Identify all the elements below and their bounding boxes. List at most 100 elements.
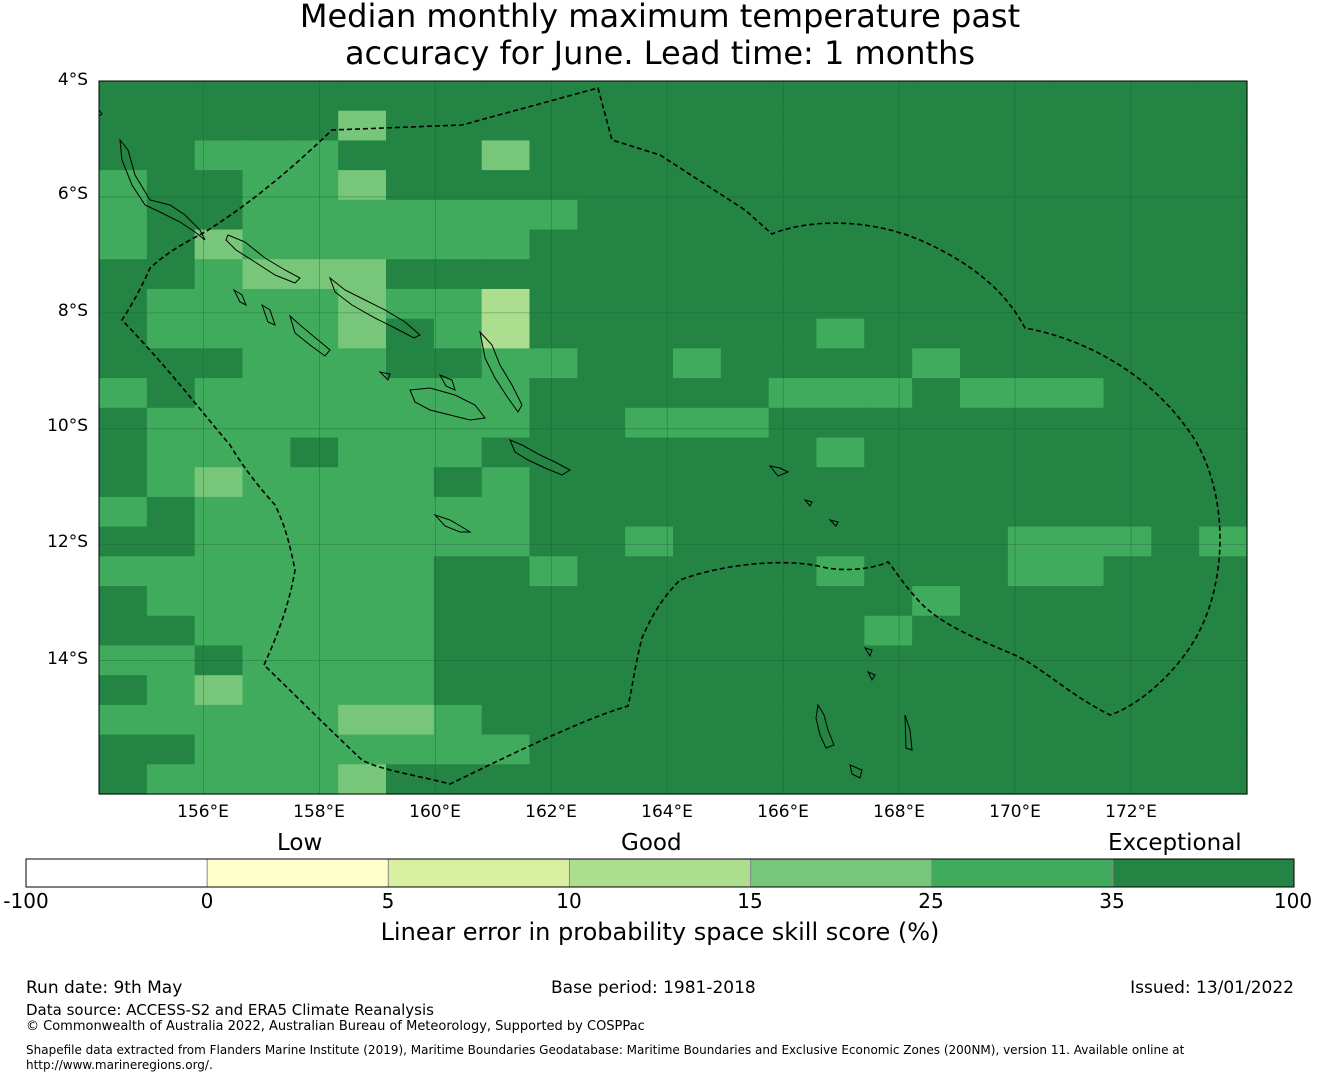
skill-cell — [1055, 288, 1105, 320]
skill-cell — [194, 586, 244, 617]
skill-cell — [625, 437, 674, 468]
skill-cell — [720, 704, 770, 736]
skill-cell — [290, 467, 339, 498]
skill-cell — [290, 496, 339, 528]
skill-cell — [290, 407, 339, 439]
skill-cell — [912, 467, 961, 498]
shapefile-credit: Shapefile data extracted from Flanders M… — [26, 1043, 1185, 1057]
skill-cell — [242, 407, 291, 439]
skill-cell — [816, 199, 865, 231]
skill-cell — [577, 467, 626, 498]
skill-cell — [673, 110, 722, 142]
skill-cell — [290, 675, 339, 706]
skill-cell — [960, 229, 1009, 260]
skill-cell — [338, 199, 387, 231]
skill-cell — [864, 526, 913, 557]
skill-cell — [529, 229, 578, 260]
skill-cell — [816, 437, 865, 468]
skill-cell — [720, 407, 770, 439]
skill-cell — [625, 378, 674, 409]
skill-cell — [290, 288, 339, 320]
skill-cell — [816, 556, 865, 587]
skill-cell — [768, 586, 818, 617]
skill-cell — [338, 734, 387, 765]
skill-cell — [242, 378, 291, 409]
island-outline — [438, 373, 456, 391]
skill-cell — [1199, 407, 1248, 439]
skill-cell — [99, 437, 148, 468]
skill-cell — [1151, 496, 1200, 528]
skill-cell — [816, 526, 865, 557]
skill-cell — [338, 259, 387, 290]
skill-cell — [577, 675, 626, 706]
skill-cell — [720, 170, 770, 201]
skill-cell — [960, 378, 1009, 409]
skill-cell — [864, 407, 913, 439]
skill-cell — [816, 81, 865, 112]
skill-cell — [146, 586, 196, 617]
skill-cell — [720, 467, 770, 498]
skill-cell — [481, 259, 531, 290]
skill-cell — [433, 704, 483, 736]
skill-cell — [290, 140, 339, 171]
skill-cell — [1151, 81, 1200, 112]
skill-cell — [1103, 615, 1152, 647]
colorbar — [25, 858, 1295, 888]
skill-cell — [194, 348, 244, 379]
skill-cell — [768, 229, 818, 260]
skill-cell — [960, 348, 1009, 379]
skill-cell — [864, 734, 913, 765]
skill-cell — [1151, 764, 1200, 795]
skill-cell — [625, 764, 674, 795]
skill-cell — [386, 764, 435, 795]
skill-cell — [338, 526, 387, 557]
skill-cell — [1055, 110, 1105, 142]
skill-cell — [338, 615, 387, 647]
island-outline — [409, 387, 486, 421]
skill-cell — [912, 229, 961, 260]
skill-cell — [290, 437, 339, 468]
skill-cell — [673, 675, 722, 706]
skill-cell — [1103, 229, 1152, 260]
skill-cell — [720, 556, 770, 587]
copyright: © Commonwealth of Australia 2022, Austra… — [26, 1019, 645, 1034]
island-outline — [289, 314, 331, 357]
data-source: Data source: ACCESS-S2 and ERA5 Climate … — [26, 1001, 434, 1019]
skill-cell — [1199, 318, 1248, 349]
skill-cell — [1007, 556, 1057, 587]
skill-cell — [1055, 764, 1105, 795]
island-outline — [768, 465, 790, 477]
skill-cell — [194, 81, 244, 112]
skill-cell — [1055, 496, 1105, 528]
skill-cell — [242, 170, 291, 201]
skill-cell — [481, 229, 531, 260]
skill-cell — [338, 496, 387, 528]
skill-cell — [1151, 110, 1200, 142]
skill-cell — [242, 318, 291, 349]
skill-cell — [1199, 556, 1248, 587]
skill-cell — [768, 467, 818, 498]
skill-cell — [1199, 199, 1248, 231]
skill-cell — [433, 586, 483, 617]
skill-cell — [146, 704, 196, 736]
skill-cell — [1055, 675, 1105, 706]
skill-cell — [386, 229, 435, 260]
skill-cell — [768, 526, 818, 557]
lat-label-8s: 8°S — [57, 301, 88, 321]
skill-cell — [529, 378, 578, 409]
skill-cell — [960, 170, 1009, 201]
skill-cell — [625, 81, 674, 112]
skill-cell — [529, 467, 578, 498]
skill-cell — [1199, 348, 1248, 379]
island-outline — [225, 234, 301, 284]
skill-cell — [194, 675, 244, 706]
colorbar-tick: 15 — [737, 889, 763, 913]
skill-cell — [1007, 586, 1057, 617]
colorbar-segment — [26, 859, 208, 887]
colorbar-frame — [25, 858, 1295, 888]
skill-cell — [1055, 526, 1105, 557]
skill-cell — [864, 110, 913, 142]
lon-label-164e: 164°E — [641, 802, 693, 822]
skill-cell — [720, 110, 770, 142]
skill-cell — [625, 229, 674, 260]
